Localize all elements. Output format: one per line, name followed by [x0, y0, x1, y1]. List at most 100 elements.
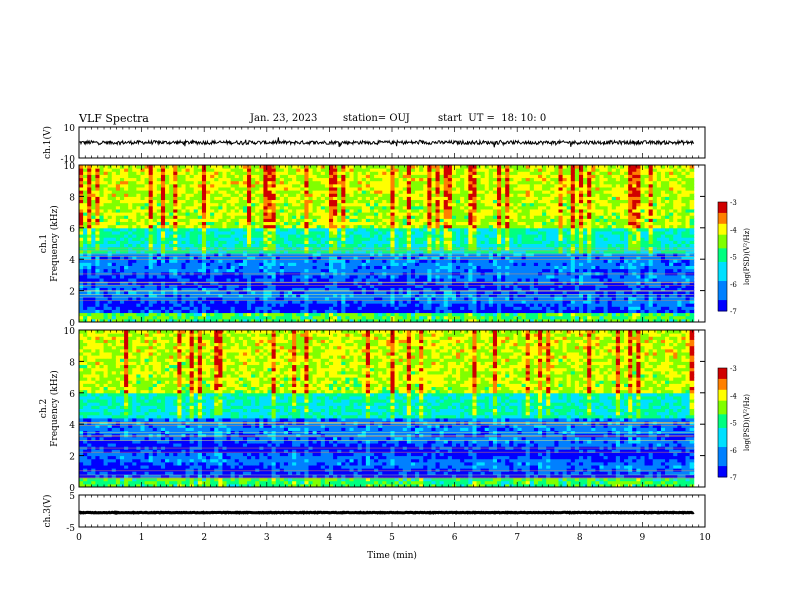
ch1-spectrogram-cell	[431, 177, 437, 182]
ch1-spectrogram-cell	[87, 296, 92, 301]
ch1-spectrogram-cell	[173, 165, 178, 169]
ch1-spectrogram-cell	[140, 174, 146, 179]
ch1-spectrogram-cell	[263, 306, 269, 310]
ch1-spectrogram-cell	[451, 262, 457, 266]
ch1-spectrogram-cell	[468, 243, 473, 248]
ch1-spectrogram-cell	[345, 278, 350, 282]
ch1-spectrogram-cell	[242, 171, 248, 175]
ch1-spectrogram-cell	[328, 199, 334, 204]
ch1-spectrogram-cell	[251, 303, 256, 307]
ch1-spectrogram-cell	[99, 227, 105, 232]
ch1-spectrogram-cell	[456, 193, 461, 197]
ch1-spectrogram-cell	[415, 196, 420, 201]
ch1-spectrogram-cell	[443, 221, 449, 226]
ch1-spectrogram-cell	[193, 278, 199, 282]
ch1-spectrogram-cell	[378, 265, 383, 270]
ch1-spectrogram-cell	[443, 309, 449, 314]
ch1-spectrogram-cell	[292, 252, 297, 257]
ch1-spectrogram-cell	[431, 265, 437, 270]
ch1-spectrogram-cell	[374, 287, 379, 292]
ch1-spectrogram-cell	[79, 171, 84, 175]
ch1-spectrogram-cell	[328, 196, 334, 201]
ch1-spectrogram-cell	[447, 212, 453, 216]
ch1-spectrogram-cell	[242, 180, 248, 185]
ch1-spectrogram-cell	[193, 290, 199, 295]
ch1-spectrogram-cell	[267, 183, 273, 188]
ch1-spectrogram-cell	[99, 183, 105, 188]
ch1-spectrogram-cell	[333, 287, 338, 292]
ch1-spectrogram-cell	[107, 221, 113, 226]
ch1-spectrogram-cell	[308, 212, 314, 216]
ch1-spectrogram-cell	[398, 259, 404, 263]
ch1-spectrogram-cell	[378, 234, 383, 238]
ch1-spectrogram-cell	[267, 293, 273, 298]
ch1-spectrogram-cell	[443, 224, 449, 229]
ch1-spectrogram-cell	[345, 177, 350, 182]
ch1-spectrogram-cell	[255, 303, 260, 307]
ch1-spectrogram-cell	[361, 212, 367, 216]
ch1-spectrogram-cell	[234, 183, 240, 188]
ch1-spectrogram-cell	[484, 205, 490, 210]
ch1-spectrogram-cell	[386, 171, 391, 175]
ch1-spectrogram-cell	[345, 193, 350, 197]
ch1-spectrogram-cell	[181, 240, 187, 244]
ch1-spectrogram-cell	[156, 306, 162, 310]
ch1-spectrogram-cell	[369, 252, 375, 257]
ch1-spectrogram-cell	[464, 221, 469, 226]
ch1-spectrogram-cell	[353, 296, 359, 301]
ch1-spectrogram-cell	[369, 234, 375, 238]
ch1-spectrogram-cell	[242, 202, 248, 207]
ch1-spectrogram-cell	[214, 259, 219, 263]
ch1-spectrogram-cell	[226, 278, 232, 282]
ch1-spectrogram-cell	[238, 271, 244, 276]
ch1-spectrogram-cell	[402, 287, 408, 292]
ch1-spectrogram-cell	[124, 271, 129, 276]
ch1-spectrogram-cell	[451, 218, 457, 223]
ch1-spectrogram-cell	[349, 318, 355, 323]
ch1-spectrogram-cell	[292, 287, 297, 292]
ch1-spectrogram-cell	[292, 177, 297, 182]
ch1-spectrogram-cell	[275, 312, 281, 317]
ch1-spectrogram-cell	[283, 306, 289, 310]
ch1-spectrogram-cell	[382, 309, 387, 314]
ch1-spectrogram-cell	[382, 208, 387, 213]
ch1-spectrogram-cell	[197, 265, 203, 270]
ch1-spectrogram-cell	[263, 256, 269, 260]
ch1-spectrogram-cell	[324, 174, 330, 179]
ch1-spectrogram-cell	[124, 278, 129, 282]
ch1-spectrogram-cell	[435, 240, 441, 244]
ch1-spectrogram-cell	[152, 221, 158, 226]
ch1-spectrogram-cell	[140, 290, 146, 295]
ch1-spectrogram-cell	[386, 274, 391, 279]
ch1-spectrogram-cell	[119, 284, 125, 288]
ch1-spectrogram-cell	[99, 284, 105, 288]
ch1-spectrogram-cell	[480, 186, 486, 191]
ch1-spectrogram-cell	[402, 183, 408, 188]
ch1-spectrogram-cell	[185, 309, 191, 314]
ch1-spectrogram-cell	[456, 230, 461, 235]
ch1-spectrogram-cell	[173, 318, 178, 323]
ch1-spectrogram-cell	[140, 183, 146, 188]
ch1-spectrogram-cell	[242, 243, 248, 248]
ch1-spectrogram-cell	[148, 262, 154, 266]
ch1-spectrogram-cell	[292, 218, 297, 223]
ch1-spectrogram-cell	[431, 315, 437, 320]
ch1-spectrogram-cell	[386, 243, 391, 248]
ch1-spectrogram-cell	[316, 284, 322, 288]
ch1-spectrogram-cell	[328, 274, 334, 279]
ch1-spectrogram-cell	[480, 224, 486, 229]
ch1-spectrogram-cell	[468, 312, 473, 317]
ch1-spectrogram-cell	[415, 218, 420, 223]
ch1-spectrogram-cell	[206, 252, 211, 257]
ch1-spectrogram-cell	[259, 227, 264, 232]
ch1-spectrogram-cell	[382, 265, 387, 270]
ch1-spectrogram-cell	[472, 252, 478, 257]
ch1-spectrogram-cell	[197, 249, 203, 254]
ch1-spectrogram-cell	[148, 227, 154, 232]
ch1-spectrogram-cell	[382, 262, 387, 266]
ch1-spectrogram-cell	[378, 193, 383, 197]
ch1-spectrogram-cell	[242, 278, 248, 282]
ch1-spectrogram-cell	[402, 318, 408, 323]
ch1-spectrogram-cell	[480, 287, 486, 292]
ch1-spectrogram-cell	[95, 237, 100, 241]
